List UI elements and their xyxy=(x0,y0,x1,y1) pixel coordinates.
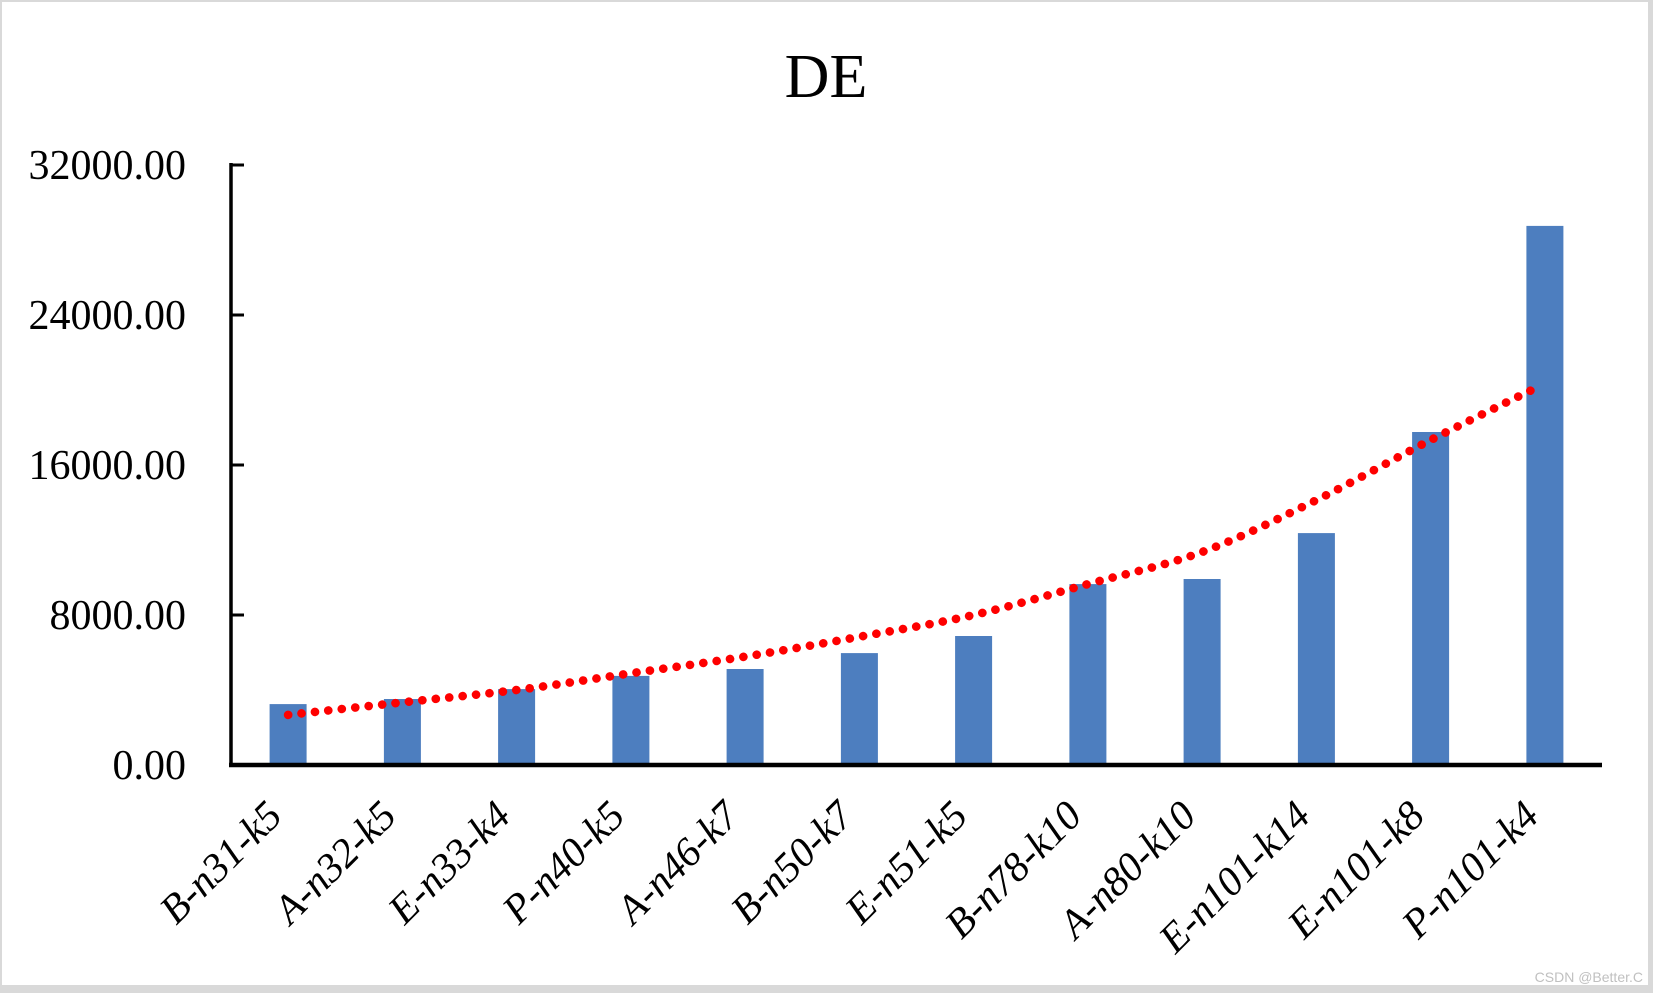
trendline xyxy=(283,382,1543,720)
frame-right-edge xyxy=(1648,0,1653,993)
y-axis-label: 16000.00 xyxy=(29,443,187,489)
y-axis-label: 0.00 xyxy=(113,743,187,789)
bar-A-n32-k5 xyxy=(383,699,421,765)
bars-group xyxy=(269,225,1564,765)
bar-P-n101-k4 xyxy=(1526,225,1564,765)
x-axis-label: A-n32-k5 xyxy=(262,792,405,935)
x-axis-label: E-n33-k4 xyxy=(378,792,519,933)
bar-B-n50-k7 xyxy=(840,653,878,765)
frame-bottom-edge xyxy=(0,985,1653,993)
bar-E-n101-k8 xyxy=(1412,432,1450,765)
bar-A-n80-k10 xyxy=(1183,579,1221,765)
x-axis-label: B-n31-k5 xyxy=(150,792,290,932)
y-axis-label: 8000.00 xyxy=(50,593,187,639)
axes-group xyxy=(229,163,1602,768)
bar-B-n78-k10 xyxy=(1069,584,1107,765)
bar-E-n101-k14 xyxy=(1297,533,1335,765)
bar-P-n40-k5 xyxy=(612,675,650,765)
y-axis-labels-group: 0.00 8000.00 16000.00 24000.00 32000.00 xyxy=(29,143,187,789)
frame-top-edge xyxy=(0,0,1653,2)
bar-A-n46-k7 xyxy=(726,669,764,765)
y-axis-label: 32000.00 xyxy=(29,143,187,189)
bar-E-n33-k4 xyxy=(498,689,536,765)
chart-title: DE xyxy=(785,43,868,111)
x-axis-labels-group: B-n31-k5A-n32-k5E-n33-k4P-n40-k5A-n46-k7… xyxy=(150,791,1547,962)
x-axis-label: P-n40-k5 xyxy=(492,792,633,933)
x-axis-label: A-n46-k7 xyxy=(605,791,749,935)
bar-E-n51-k5 xyxy=(955,636,993,765)
x-axis-label: B-n50-k7 xyxy=(721,791,862,932)
y-axis-label: 24000.00 xyxy=(29,293,187,339)
watermark: CSDN @Better.C xyxy=(1535,969,1643,985)
frame-left-edge xyxy=(0,0,2,993)
